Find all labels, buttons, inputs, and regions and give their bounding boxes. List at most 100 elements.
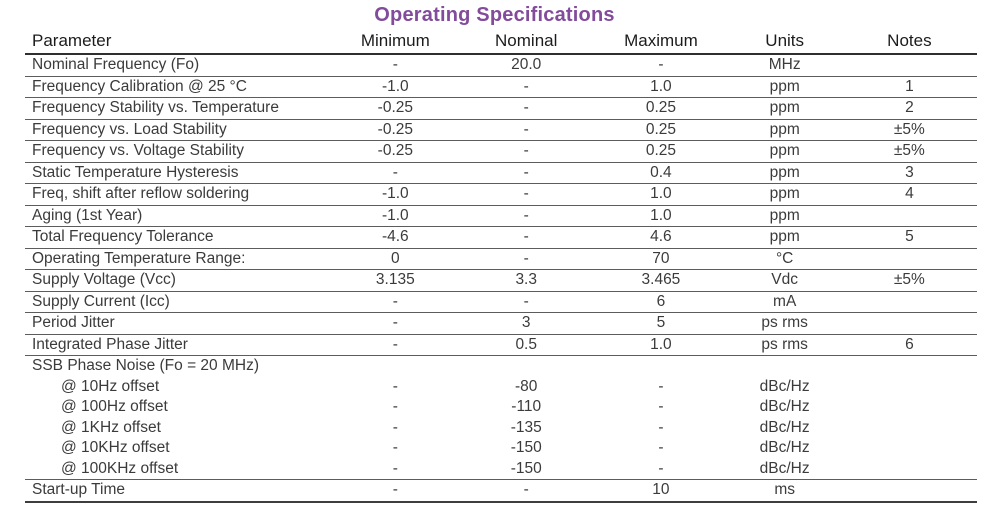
cell-nom: -150 xyxy=(510,439,542,456)
cell-nom: - xyxy=(458,479,595,503)
cell-parameter: Supply Voltage (Vcc) xyxy=(25,269,333,292)
cell-notes xyxy=(841,312,977,335)
cell-units: ppm xyxy=(727,140,842,163)
cell-max: 0.25 xyxy=(594,119,728,141)
cell-parameter: @ 100Hz offset xyxy=(61,398,168,415)
cell-units: ppm xyxy=(727,183,842,206)
cell-notes xyxy=(842,356,977,377)
cell-nom: - xyxy=(458,76,595,98)
cell-min: - xyxy=(332,54,459,77)
cell-nom: - xyxy=(458,248,595,270)
cell-min xyxy=(333,356,459,377)
operating-specifications-table: Parameter Minimum Nominal Maximum Units … xyxy=(25,27,977,503)
cell-units: dBc/Hz xyxy=(759,398,810,415)
cell-max: - xyxy=(658,377,664,395)
table-row: @ 1KHz offset - -135 - dBc/Hz xyxy=(25,418,977,439)
cell-units: ps rms xyxy=(727,334,842,356)
cell-min: - xyxy=(332,458,459,480)
cell-nom: - xyxy=(458,119,595,141)
cell-min: -4.6 xyxy=(332,226,459,249)
cell-nom: 3.3 xyxy=(458,269,595,292)
cell-parameter: Frequency vs. Voltage Stability xyxy=(25,140,333,163)
cell-parameter: Frequency Calibration @ 25 °C xyxy=(25,76,333,98)
cell-min: - xyxy=(392,439,398,456)
cell-notes: ±5% xyxy=(841,119,977,141)
cell-notes: 5 xyxy=(841,226,977,249)
cell-nom: -110 xyxy=(511,398,542,415)
cell-parameter: @ 10KHz offset xyxy=(61,439,170,456)
cell-max: - xyxy=(658,439,664,456)
table-row: Period Jitter -3 5 ps rms xyxy=(25,312,977,335)
cell-units: ppm xyxy=(727,97,842,120)
table-row: @ 10Hz offset - -80 - dBc/Hz xyxy=(25,377,977,398)
cell-nom: - xyxy=(458,183,595,206)
cell-min: -1.0 xyxy=(332,205,459,227)
cell-parameter: Operating Temperature Range: xyxy=(25,248,333,270)
table-row: Supply Voltage (Vcc) 3.135 3.3 3.465 Vdc ±5% xyxy=(25,269,977,292)
cell-parameter: @ 10Hz offset xyxy=(61,377,160,395)
column-header-notes: Notes xyxy=(841,27,977,55)
table-row: SSB Phase Noise (Fo = 20 MHz) xyxy=(25,356,977,377)
cell-parameter: Freq, shift after reflow soldering xyxy=(25,183,333,206)
cell-notes: 3 xyxy=(841,162,977,184)
cell-units: dBc/Hz xyxy=(759,439,810,456)
cell-nom: 3 xyxy=(458,312,595,335)
cell-parameter: Frequency vs. Load Stability xyxy=(25,119,333,141)
cell-min: -1.0 xyxy=(332,183,459,206)
cell-units: ppm xyxy=(727,205,842,227)
cell-min: -1.0 xyxy=(332,76,459,98)
cell-parameter: @ 100KHz offset xyxy=(25,458,333,480)
cell-notes: ±5% xyxy=(841,269,977,292)
cell-nom: -150 xyxy=(458,458,595,480)
cell-units: °C xyxy=(727,248,842,270)
cell-min: - xyxy=(392,418,398,436)
cell-notes xyxy=(841,291,977,313)
cell-max: - xyxy=(658,398,664,415)
cell-max: 6 xyxy=(594,291,728,313)
cell-max: - xyxy=(594,54,728,77)
column-header-units: Units xyxy=(727,27,842,55)
table-row: Frequency Calibration @ 25 °C -1.0-1.0 ppm… xyxy=(25,76,977,98)
cell-notes xyxy=(842,377,977,398)
table-row: Supply Current (Icc) - -6 mA xyxy=(25,291,977,313)
cell-max: 4.6 xyxy=(594,226,728,249)
table-row: Nominal Frequency (Fo) -20.0- MHz xyxy=(25,54,977,77)
cell-notes: 4 xyxy=(841,183,977,206)
cell-parameter: Supply Current (Icc) xyxy=(25,291,333,313)
table-row: Operating Temperature Range: 0-70 °C xyxy=(25,248,977,270)
cell-max: 0.25 xyxy=(594,140,728,163)
cell-nom: -80 xyxy=(515,377,538,395)
cell-max: 5 xyxy=(594,312,728,335)
cell-units: ms xyxy=(727,479,842,503)
datasheet-page: Operating Specifications Parameter Minim… xyxy=(0,3,989,503)
cell-min: - xyxy=(332,479,459,503)
table-row: Total Frequency Tolerance -4.6-4.6 ppm 5 xyxy=(25,226,977,249)
cell-nom xyxy=(458,356,594,377)
cell-notes xyxy=(841,248,977,270)
cell-nom: - xyxy=(458,291,595,313)
cell-units: dBc/Hz xyxy=(759,418,810,436)
cell-parameter: Aging (1st Year) xyxy=(25,205,333,227)
cell-max: 0.4 xyxy=(594,162,728,184)
page-title: Operating Specifications xyxy=(374,4,615,26)
cell-units: ppm xyxy=(727,76,842,98)
cell-parameter: Period Jitter xyxy=(25,312,333,335)
cell-max: 10 xyxy=(594,479,728,503)
cell-parameter: Static Temperature Hysteresis xyxy=(25,162,333,184)
cell-min: - xyxy=(332,334,459,356)
cell-nom: -135 xyxy=(510,418,542,436)
table-row: Aging (1st Year) -1.0-1.0 ppm xyxy=(25,205,977,227)
cell-min: 0 xyxy=(332,248,459,270)
cell-units: MHz xyxy=(727,54,842,77)
cell-nom: 20.0 xyxy=(458,54,595,77)
cell-notes: 2 xyxy=(841,97,977,120)
cell-parameter: SSB Phase Noise (Fo = 20 MHz) xyxy=(32,357,259,374)
cell-units: ppm xyxy=(727,119,842,141)
cell-parameter: @ 1KHz offset xyxy=(61,418,161,436)
cell-notes xyxy=(841,479,977,503)
cell-max: 1.0 xyxy=(594,205,728,227)
cell-units xyxy=(728,356,842,377)
column-header-parameter: Parameter xyxy=(25,27,333,55)
cell-nom: 0.5 xyxy=(458,334,595,356)
cell-max: 1.0 xyxy=(594,334,728,356)
